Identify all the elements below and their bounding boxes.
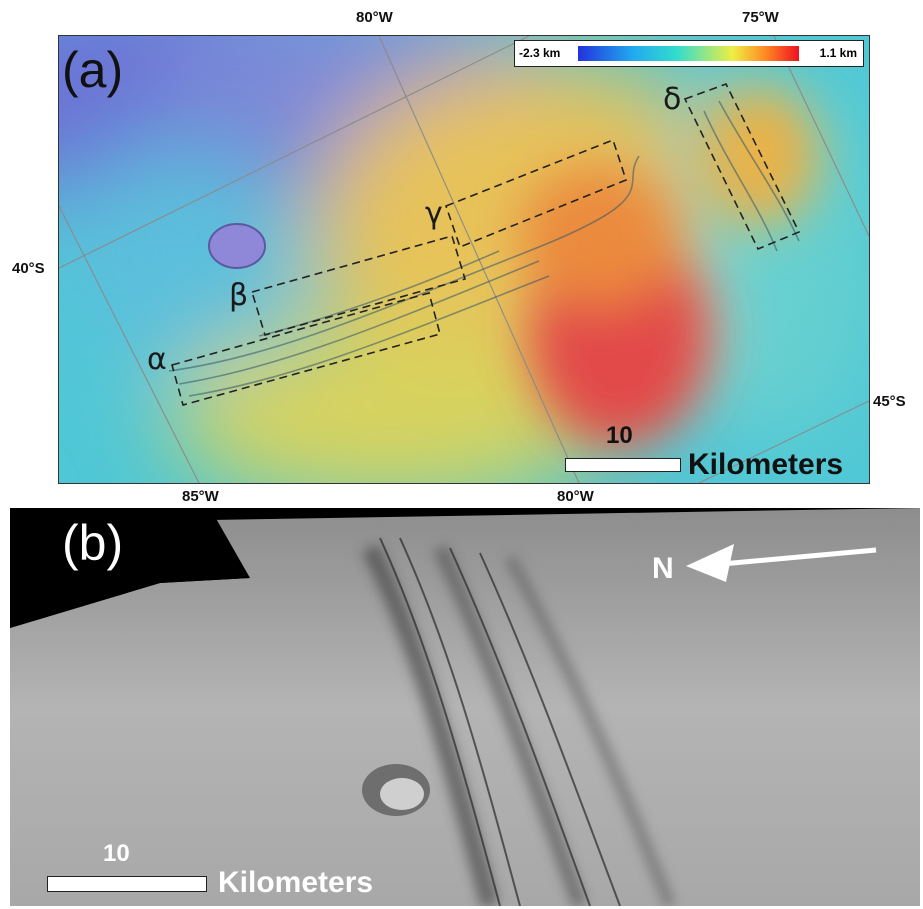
colorbar-ramp	[578, 46, 799, 61]
scale-bar-b-unit: Kilometers	[218, 866, 374, 899]
region-label-alpha: α	[147, 342, 167, 377]
lat-label-45s: 45°S	[873, 393, 906, 410]
lon-label-75w-top: 75°W	[742, 9, 779, 26]
elevation-colorbar: -2.3 km 1.1 km	[514, 40, 864, 67]
scale-bar-b	[47, 876, 207, 892]
perspective-terrain	[10, 508, 920, 906]
perspective-view-panel	[10, 508, 920, 906]
region-label-beta: β	[229, 278, 249, 313]
colorbar-min-label: -2.3 km	[519, 46, 561, 60]
panel-a-label: (a)	[62, 42, 124, 98]
region-label-gamma: γ	[425, 196, 443, 231]
panel-b-label: (b)	[62, 515, 124, 571]
lon-label-80w-top: 80°W	[356, 9, 393, 26]
scale-bar-a	[565, 458, 681, 472]
colorbar-max-label: 1.1 km	[819, 46, 857, 60]
lat-label-40s: 40°S	[12, 260, 45, 277]
lon-label-80w-bottom: 80°W	[557, 488, 594, 505]
scale-bar-a-value: 10	[606, 422, 633, 449]
region-label-delta: δ	[663, 82, 682, 117]
scale-bar-a-unit: Kilometers	[688, 448, 844, 481]
lon-label-85w-bottom: 85°W	[182, 488, 219, 505]
elevation-map-panel: α β γ δ	[58, 35, 870, 484]
scale-bar-b-value: 10	[103, 840, 130, 867]
north-arrow-label: N	[652, 552, 674, 585]
elevation-map	[59, 36, 869, 483]
